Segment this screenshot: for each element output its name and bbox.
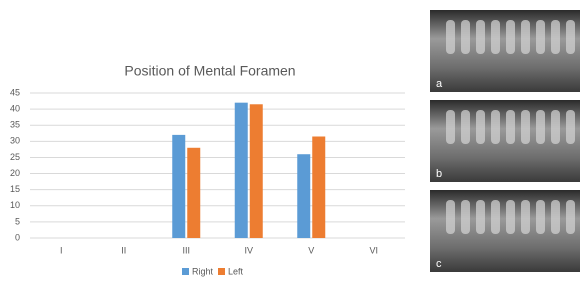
y-tick-label: 30 [10,136,20,146]
tooth [491,20,500,54]
legend-swatch [182,268,189,275]
y-tick-label: 10 [10,200,20,210]
tooth [491,110,500,144]
tooth [521,110,530,144]
legend-label: Left [228,266,244,276]
y-tick-label: 25 [10,152,20,162]
tooth [536,20,545,54]
tooth [476,20,485,54]
y-tick-label: 0 [15,232,20,242]
page: {"chart_data": {"type": "bar", "title": … [0,0,580,287]
tooth [551,200,560,234]
tooth [536,110,545,144]
tooth [461,200,470,234]
tooth [461,110,470,144]
legend-label: Right [192,266,214,276]
panel-label: b [436,168,442,180]
y-tick-label: 15 [10,184,20,194]
tooth [506,20,515,54]
x-tick-label: VI [369,245,378,255]
bar [297,154,310,238]
tooth [506,200,515,234]
tooth [446,200,455,234]
tooth [566,110,575,144]
tooth [476,110,485,144]
y-tick-label: 35 [10,120,20,130]
bar [187,148,200,238]
tooth [446,20,455,54]
panel-label: c [436,258,442,270]
x-tick-label: I [60,245,63,255]
tooth [461,20,470,54]
x-tick-label: IV [244,245,253,255]
bar [172,135,185,238]
figure: Position of Mental Foramen 0 5 10 15 20 25 30 3… [0,0,580,282]
tooth [536,200,545,234]
x-tick-label: III [182,245,190,255]
tooth [521,20,530,54]
bar [235,103,248,238]
tooth [506,110,515,144]
y-tick-label: 45 [10,87,20,97]
bar [250,104,263,238]
y-tick-label: 5 [15,216,20,226]
tooth [446,110,455,144]
legend-swatch [218,268,225,275]
x-tick-label: II [121,245,126,255]
chart-title: Position of Mental Foramen [124,63,295,79]
panel-label: a [436,78,443,90]
x-tick-label: V [308,245,314,255]
y-tick-label: 20 [10,168,20,178]
y-tick-label: 40 [10,103,20,113]
tooth [551,110,560,144]
tooth [521,200,530,234]
tooth [566,200,575,234]
tooth [476,200,485,234]
tooth [491,200,500,234]
tooth [551,20,560,54]
tooth [566,20,575,54]
bar [312,137,325,239]
